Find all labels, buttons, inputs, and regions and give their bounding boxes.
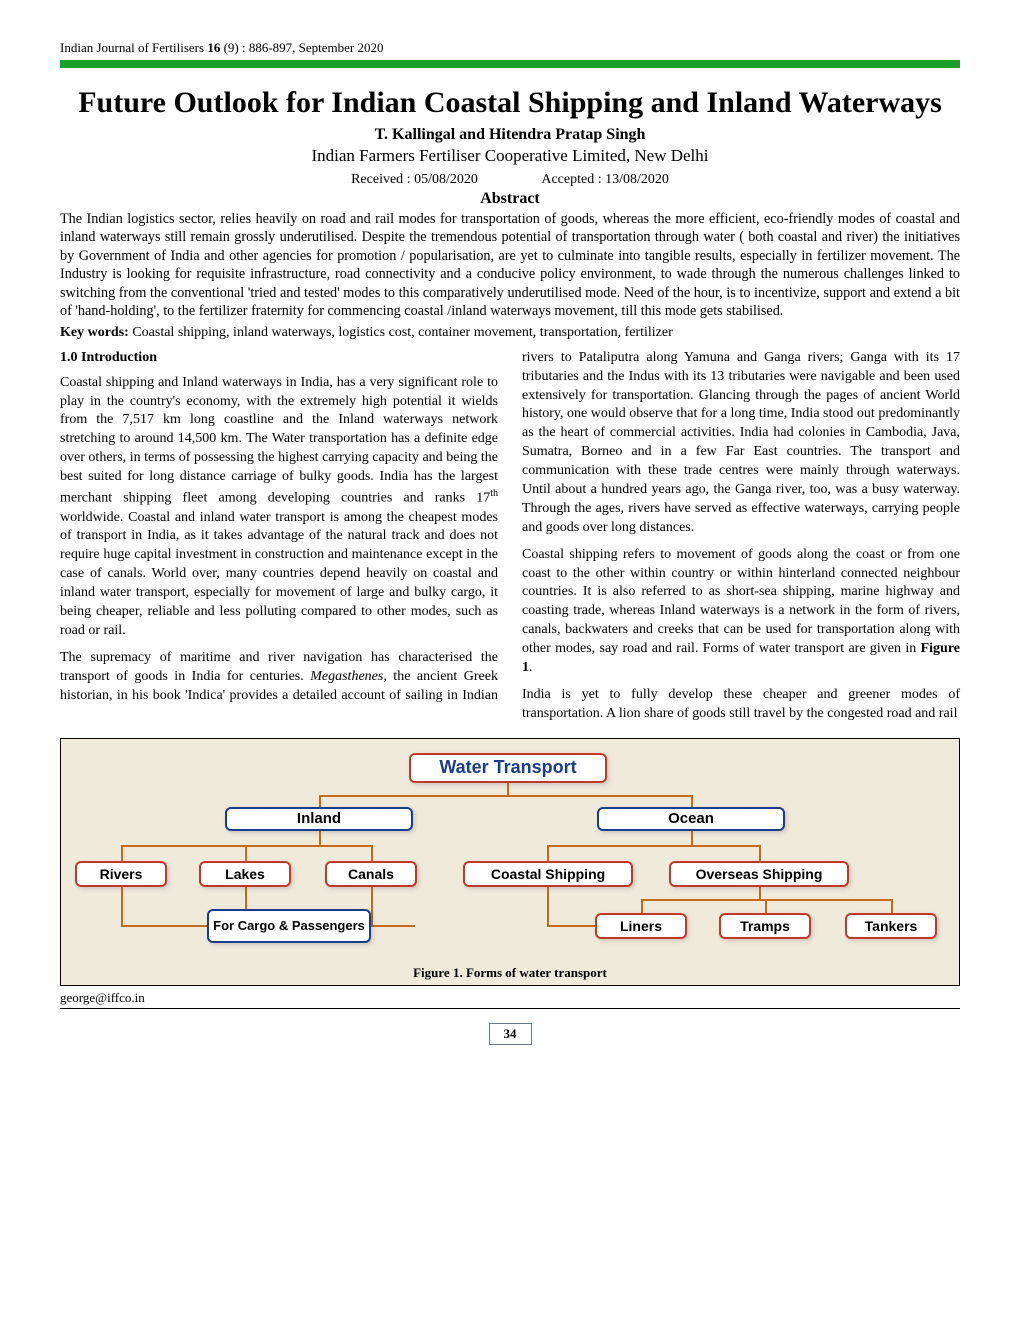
flowchart-connector xyxy=(121,845,373,847)
authors: T. Kallingal and Hitendra Pratap Singh xyxy=(60,126,960,144)
date-received: Received : 05/08/2020 xyxy=(351,172,478,188)
flowchart-connector xyxy=(371,887,373,927)
flowchart: Water Transport Inland Ocean Rivers Lakes Can… xyxy=(73,749,943,959)
abstract-heading: Abstract xyxy=(60,190,960,208)
keywords-row: Key words: Coastal shipping, inland wate… xyxy=(60,325,960,341)
flowchart-node-liners: Liners xyxy=(595,913,687,939)
flowchart-connector xyxy=(319,831,321,845)
flowchart-connector xyxy=(319,795,321,807)
flowchart-node-coastal: Coastal Shipping xyxy=(463,861,633,887)
section-1-heading: 1.0 Introduction xyxy=(60,349,498,368)
flowchart-connector xyxy=(641,899,643,913)
flowchart-connector xyxy=(759,845,761,861)
flowchart-node-lakes: Lakes xyxy=(199,861,291,887)
flowchart-node-rivers: Rivers xyxy=(75,861,167,887)
flowchart-node-canals: Canals xyxy=(325,861,417,887)
flowchart-connector xyxy=(641,899,893,901)
flowchart-connector xyxy=(371,845,373,861)
body-columns: 1.0 Introduction Coastal shipping and In… xyxy=(60,349,960,724)
flowchart-connector xyxy=(507,783,509,795)
flowchart-connector xyxy=(371,925,373,927)
header-green-bar xyxy=(60,60,960,68)
flowchart-connector xyxy=(413,925,415,927)
keywords-text: Coastal shipping, inland waterways, logi… xyxy=(129,325,673,340)
dates-row: Received : 05/08/2020 Accepted : 13/08/2… xyxy=(60,172,960,188)
flowchart-connector xyxy=(245,887,247,909)
flowchart-node-water: Water Transport xyxy=(409,753,607,783)
flowchart-connector xyxy=(547,845,549,861)
author-email: george@iffco.in xyxy=(60,990,960,1009)
para-4: India is yet to fully develop these chea… xyxy=(522,686,960,724)
journal-issue: (9) : 886-897, September 2020 xyxy=(220,40,383,55)
flowchart-connector xyxy=(547,845,761,847)
figure-1: Water Transport Inland Ocean Rivers Lakes Can… xyxy=(60,738,960,986)
article-title: Future Outlook for Indian Coastal Shippi… xyxy=(60,86,960,120)
date-accepted: Accepted : 13/08/2020 xyxy=(541,172,669,188)
flowchart-connector xyxy=(371,925,415,927)
flowchart-connector xyxy=(121,887,123,927)
flowchart-node-tankers: Tankers xyxy=(845,913,937,939)
abstract-text: The Indian logistics sector, relies heav… xyxy=(60,210,960,321)
flowchart-connector xyxy=(245,845,247,861)
flowchart-connector xyxy=(891,899,893,913)
flowchart-node-overseas: Overseas Shipping xyxy=(669,861,849,887)
flowchart-connector xyxy=(765,899,767,913)
page-number: 34 xyxy=(489,1023,532,1045)
flowchart-connector xyxy=(691,831,693,845)
flowchart-connector xyxy=(547,887,549,927)
flowchart-node-tramps: Tramps xyxy=(719,913,811,939)
flowchart-node-inland: Inland xyxy=(225,807,413,831)
flowchart-connector xyxy=(759,887,761,899)
flowchart-node-cargo: For Cargo & Passengers xyxy=(207,909,371,943)
para-1: Coastal shipping and Inland waterways in… xyxy=(60,374,498,641)
figure-caption: Figure 1. Forms of water transport xyxy=(73,965,947,981)
flowchart-connector xyxy=(199,925,207,927)
flowchart-connector xyxy=(121,925,207,927)
journal-prefix: Indian Journal of Fertilisers xyxy=(60,40,207,55)
flowchart-connector xyxy=(319,795,693,797)
journal-volume: 16 xyxy=(207,40,220,55)
flowchart-connector xyxy=(691,795,693,807)
flowchart-connector xyxy=(121,845,123,861)
keywords-label: Key words: xyxy=(60,325,129,340)
affiliation: Indian Farmers Fertiliser Cooperative Li… xyxy=(60,146,960,166)
journal-header: Indian Journal of Fertilisers 16 (9) : 8… xyxy=(60,40,960,56)
flowchart-node-ocean: Ocean xyxy=(597,807,785,831)
para-3: Coastal shipping refers to movement of g… xyxy=(522,546,960,678)
flowchart-connector xyxy=(547,925,595,927)
page-number-wrap: 34 xyxy=(60,1023,960,1045)
